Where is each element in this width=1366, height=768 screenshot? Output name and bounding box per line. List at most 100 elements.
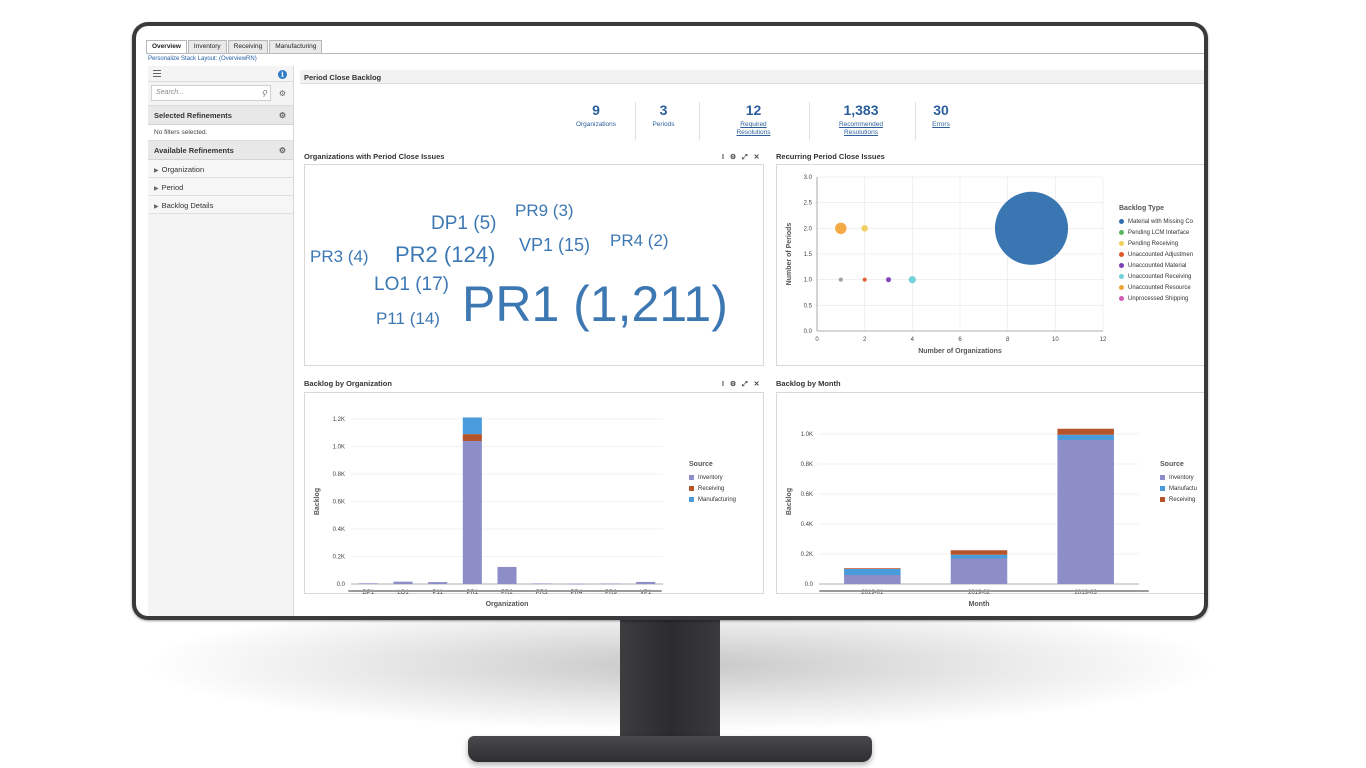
legend-item[interactable]: Unaccounted Adjustmen	[1119, 249, 1193, 260]
legend-item[interactable]: Inventory	[1160, 472, 1197, 483]
legend-item[interactable]: Pending LCM Interface	[1119, 227, 1193, 238]
tag-pr3[interactable]: PR3 (4)	[310, 247, 369, 266]
bar-segment	[462, 434, 482, 441]
kpi-recommended-resolutions[interactable]: 1,383 Recommended Resolutions	[821, 102, 901, 137]
kpi-value: 30	[933, 102, 949, 118]
tag-pr9[interactable]: PR9 (3)	[515, 201, 574, 220]
x-tick-label: DP1	[362, 590, 374, 596]
legend-item[interactable]: Inventory	[689, 472, 736, 483]
legend-label: Unaccounted Receiving	[1128, 273, 1192, 280]
tag-vp1[interactable]: VP1 (15)	[519, 235, 591, 255]
info-icon[interactable]: i	[278, 70, 287, 79]
available-refinements-gear-icon[interactable]: ⚙	[278, 146, 286, 155]
available-refinements-header: Available Refinements ⚙	[148, 141, 293, 160]
legend-swatch	[689, 475, 694, 480]
refinements-sidebar: i Search... ⚲ ⚙ Selected Refinements ⚙ N…	[148, 66, 294, 616]
bubble-point	[835, 222, 847, 235]
y-tick-label: 0.2K	[801, 552, 813, 558]
x-tick-label: PR1	[466, 590, 478, 596]
tab-manufacturing[interactable]: Manufacturing	[269, 40, 323, 53]
legend-title: Backlog Type	[1119, 205, 1164, 212]
legend-items: Inventory Manufactu Receiving	[1160, 472, 1197, 505]
kpi-errors[interactable]: 30 Errors	[921, 102, 961, 129]
legend-item[interactable]: Material with Missing Co	[1119, 216, 1193, 227]
legend-swatch	[1160, 486, 1165, 491]
kpi-required-resolutions[interactable]: 12 Required Resolutions	[721, 102, 786, 137]
legend-item[interactable]: Receiving	[1160, 494, 1197, 505]
tab-inventory[interactable]: Inventory	[187, 40, 227, 53]
source-legend: Source Inventory Manufactu Receiving	[1160, 461, 1197, 505]
kpi-label: Required	[740, 121, 767, 128]
bar-segment	[636, 581, 656, 584]
refinement-period[interactable]: ▶ Period	[148, 178, 293, 196]
tag-dp1[interactable]: DP1 (5)	[431, 213, 497, 234]
kpi-organizations[interactable]: 9 Organizations	[566, 102, 626, 129]
source-legend: Source Inventory Receiving Manufacturing	[689, 461, 736, 505]
bar-segment	[428, 582, 448, 584]
kpi-label: Periods	[652, 121, 675, 128]
search-icon[interactable]: ⚲	[261, 89, 267, 98]
expand-caret-icon: ▶	[154, 186, 159, 192]
tag-pr2[interactable]: PR2 (124)	[395, 242, 496, 267]
x-tick-label: 0	[815, 337, 819, 343]
legend-items: Material with Missing Co Pending LCM Inte…	[1119, 216, 1193, 304]
kpi-periods[interactable]: 3 Periods	[641, 102, 686, 129]
legend-swatch	[1119, 241, 1124, 246]
kpi-divider	[635, 102, 636, 140]
org-issues-panel-tools[interactable]: I ⚙ ⤢ ✕	[722, 154, 762, 161]
refinement-label: Backlog Details	[161, 201, 214, 210]
bar-segment	[950, 554, 1008, 559]
tag-pr4[interactable]: PR4 (2)	[610, 231, 669, 250]
horizontal-scrollbar[interactable]	[819, 590, 1149, 592]
x-tick-label: PR9	[605, 590, 617, 596]
x-tick-label: 2019-01	[861, 590, 884, 596]
legend-swatch	[1119, 263, 1124, 268]
refinement-label: Period	[161, 183, 184, 192]
y-tick-label: 1.0K	[333, 445, 345, 451]
org-issues-title: Organizations with Period Close Issues	[304, 152, 445, 161]
recurring-title: Recurring Period Close Issues	[776, 152, 885, 161]
tag-lo1[interactable]: LO1 (17)	[374, 274, 449, 295]
tag-pr1[interactable]: PR1 (1,211)	[462, 276, 728, 332]
legend-item[interactable]: Unaccounted Receiving	[1119, 271, 1193, 282]
kpi-divider	[809, 102, 810, 140]
tab-overview[interactable]: Overview	[146, 40, 187, 53]
recurring-panel: 0.0 0.5 1.0 1.5 2.0 2.5 3.0 0 2 4 6 8 10 12 Number of …	[776, 164, 1204, 366]
legend-label: Pending LCM Interface	[1128, 229, 1190, 236]
kpi-value: 9	[592, 102, 600, 118]
x-tick-label: 12	[1100, 337, 1107, 343]
search-input[interactable]: Search... ⚲	[151, 85, 271, 101]
y-tick-label: 1.5	[804, 252, 813, 258]
legend-item[interactable]: Manufacturing	[689, 494, 736, 505]
legend-item[interactable]: Receiving	[689, 483, 736, 494]
legend-item[interactable]: Pending Receiving	[1119, 238, 1193, 249]
legend-item[interactable]: Unaccounted Material	[1119, 260, 1193, 271]
legend-item[interactable]: Unprocessed Shipping	[1119, 293, 1193, 304]
selected-refinements-gear-icon[interactable]: ⚙	[278, 111, 286, 120]
y-tick-label: 2.5	[804, 201, 813, 207]
legend-item[interactable]: Manufactu	[1160, 483, 1197, 494]
legend-item[interactable]: Unaccounted Resource	[1119, 282, 1193, 293]
tab-receiving[interactable]: Receiving	[227, 40, 269, 53]
kpi-label: Organizations	[575, 121, 617, 128]
personalize-link[interactable]: Personalize Stack Layout: (OverviewRN)	[148, 56, 257, 62]
legend-label: Inventory	[698, 474, 723, 481]
y-tick-label: 0.0	[804, 329, 813, 335]
horizontal-scrollbar[interactable]	[348, 590, 662, 592]
x-tick-label: LO1	[397, 590, 409, 596]
x-tick-label: PR3	[536, 590, 548, 596]
recurring-scatter-chart: 0.0 0.5 1.0 1.5 2.0 2.5 3.0 0 2 4 6 8 10 12 Number of …	[786, 175, 1107, 355]
bar-segment	[844, 568, 901, 569]
kpi-label: Errors	[932, 121, 950, 128]
kpi-divider	[699, 102, 700, 140]
refinement-organization[interactable]: ▶ Organization	[148, 160, 293, 178]
search-settings-gear-icon[interactable]: ⚙	[278, 89, 286, 98]
backlog-org-panel-tools[interactable]: I ⚙ ⤢ ✕	[722, 381, 762, 388]
refinement-backlog-details[interactable]: ▶ Backlog Details	[148, 196, 293, 214]
x-tick-label: 6	[958, 337, 962, 343]
tag-p11[interactable]: P11 (14)	[376, 309, 440, 328]
bubble-point	[885, 277, 892, 283]
hamburger-menu-icon[interactable]	[153, 70, 161, 77]
search-placeholder: Search...	[156, 89, 185, 96]
